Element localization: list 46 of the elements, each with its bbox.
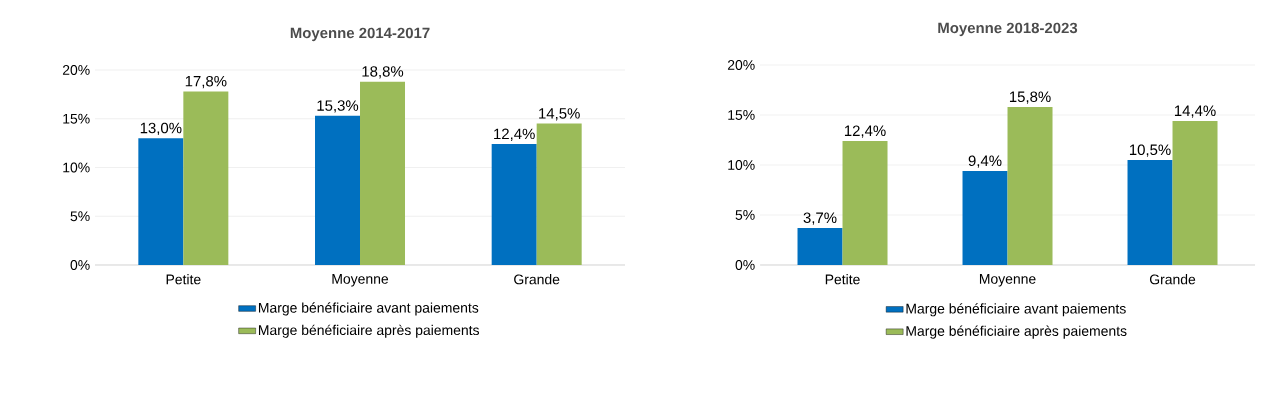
data-label: 12,4% bbox=[494, 128, 535, 141]
legend-label: Marge bénéficiaire avant paiements bbox=[906, 303, 1126, 317]
bar bbox=[491, 144, 537, 265]
legend-label: Marge bénéficiaire après paiements bbox=[258, 324, 480, 338]
bar bbox=[536, 123, 582, 265]
y-tick-label: 20% bbox=[727, 60, 755, 70]
y-tick-label: 15% bbox=[63, 113, 90, 124]
x-tick-label: Moyenne bbox=[979, 274, 1036, 287]
y-tick-label: 20% bbox=[62, 65, 90, 75]
data-label: 13,0% bbox=[140, 122, 182, 136]
data-label: 17,8% bbox=[185, 75, 227, 89]
data-label: 3,7% bbox=[803, 212, 837, 225]
data-label: 9,4% bbox=[968, 155, 1002, 168]
data-label: 18,8% bbox=[362, 66, 404, 79]
y-tick-label: 0% bbox=[735, 260, 755, 270]
chart-title: Moyenne 2014-2017 bbox=[290, 27, 430, 42]
x-tick-label: Grande bbox=[514, 274, 560, 285]
y-tick-label: 5% bbox=[70, 211, 90, 222]
chart-title: Moyenne 2018-2023 bbox=[938, 22, 1078, 37]
data-label: 14,5% bbox=[539, 108, 580, 121]
legend-label: Marge bénéficiaire avant paiements bbox=[258, 302, 479, 316]
y-tick-label: 15% bbox=[728, 110, 755, 120]
bar bbox=[360, 81, 406, 265]
data-label: 15,3% bbox=[317, 100, 359, 113]
bar bbox=[797, 228, 843, 265]
bar bbox=[842, 141, 888, 265]
bar bbox=[1007, 107, 1053, 265]
bar bbox=[962, 171, 1008, 265]
data-label: 12,4% bbox=[844, 125, 886, 138]
y-tick-label: 10% bbox=[63, 162, 90, 173]
x-tick-label: Petite bbox=[166, 274, 201, 285]
y-tick-label: 0% bbox=[70, 260, 90, 270]
data-label: 10,5% bbox=[1129, 144, 1171, 157]
data-label: 14,4% bbox=[1174, 105, 1216, 118]
x-tick-label: Grande bbox=[1149, 274, 1196, 285]
bar bbox=[315, 115, 361, 265]
y-tick-label: 10% bbox=[728, 160, 755, 170]
bar bbox=[183, 91, 229, 265]
x-tick-label: Petite bbox=[825, 274, 860, 285]
bar bbox=[1172, 121, 1218, 265]
data-label: 15,8% bbox=[1009, 91, 1051, 104]
legend-label: Marge bénéficiaire après paiements bbox=[906, 325, 1127, 339]
bar bbox=[138, 138, 184, 265]
x-tick-label: Moyenne bbox=[332, 274, 389, 287]
bar bbox=[1127, 160, 1173, 265]
y-tick-label: 5% bbox=[735, 210, 755, 220]
